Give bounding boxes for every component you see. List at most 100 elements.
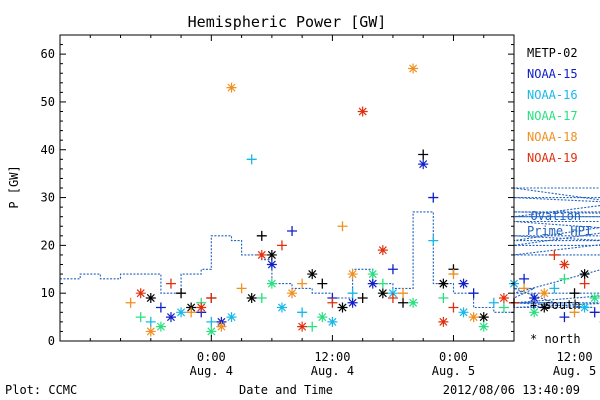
- north-star-marker: [438, 278, 449, 289]
- south-plus-marker: [398, 297, 409, 308]
- south-plus-marker: [398, 288, 409, 299]
- south-plus-marker: [377, 278, 388, 289]
- south-plus-marker: [579, 278, 590, 289]
- north-star-marker: [196, 302, 207, 313]
- north-star-marker: [468, 312, 479, 323]
- south-plus-marker: [135, 312, 146, 323]
- south-plus-marker: [165, 278, 176, 289]
- x-tick-time-label: 0:00: [439, 350, 468, 364]
- north-star-marker: [478, 321, 489, 332]
- north-star-marker: [418, 159, 429, 170]
- south-plus-marker: [387, 264, 398, 275]
- footer-plot-source: Plot: CCMC: [5, 383, 77, 397]
- north-star-marker: [226, 312, 237, 323]
- north-star-marker: [256, 249, 267, 260]
- y-tick-label: 50: [41, 95, 55, 109]
- south-plus-marker: [186, 307, 197, 318]
- x-tick-date-label: Aug. 5: [432, 364, 475, 378]
- y-tick-label: 30: [41, 191, 55, 205]
- north-star-marker: [589, 292, 600, 303]
- south-plus-marker: [155, 302, 166, 313]
- legend-entry: NOAA-15: [527, 67, 578, 81]
- north-star-marker: [347, 269, 358, 280]
- y-tick-label: 40: [41, 143, 55, 157]
- south-plus-marker: [569, 288, 580, 299]
- south-plus-marker: [448, 302, 459, 313]
- y-tick-label: 20: [41, 238, 55, 252]
- south-plus-marker: [206, 316, 217, 327]
- series-noaa-17: [135, 269, 600, 337]
- south-plus-marker: [297, 278, 308, 289]
- south-plus-marker: [428, 235, 439, 246]
- north-star-marker: [266, 278, 277, 289]
- north-star-marker: [529, 292, 540, 303]
- legend-entry: NOAA-18: [527, 130, 578, 144]
- south-plus-marker: [307, 321, 318, 332]
- south-plus-marker: [317, 278, 328, 289]
- x-tick-date-label: Aug. 5: [553, 364, 596, 378]
- north-star-marker: [297, 321, 308, 332]
- south-plus-marker: [559, 312, 570, 323]
- legend-entry: METP-02: [527, 46, 578, 60]
- north-star-marker: [377, 245, 388, 256]
- north-star-marker: [327, 316, 338, 327]
- south-plus-marker: [549, 249, 560, 260]
- north-star-marker: [206, 326, 217, 337]
- south-plus-marker: [387, 292, 398, 303]
- legend-south-marker: + south: [530, 298, 581, 312]
- south-plus-marker: [256, 292, 267, 303]
- plot-frame: [59, 34, 515, 342]
- north-star-marker: [458, 307, 469, 318]
- south-plus-marker: [418, 149, 429, 160]
- north-star-marker: [287, 288, 298, 299]
- north-star-marker: [145, 326, 156, 337]
- south-plus-marker: [236, 283, 247, 294]
- y-tick-label: 10: [41, 286, 55, 300]
- series-noaa-19: [135, 106, 590, 332]
- north-star-marker: [155, 321, 166, 332]
- legend: METP-02 NOAA-15 NOAA-16 NOAA-17 NOAA-18 NOAA-…: [516, 46, 592, 238]
- north-star-marker: [176, 307, 187, 318]
- south-plus-marker: [206, 292, 217, 303]
- legend-north-marker: * north: [530, 332, 581, 346]
- x-tick-time-label: 0:00: [197, 350, 226, 364]
- north-star-marker: [367, 269, 378, 280]
- south-plus-marker: [176, 288, 187, 299]
- chart-title: Hemispheric Power [GW]: [188, 13, 387, 31]
- footer-timestamp: 2012/08/06 13:40:09: [443, 383, 580, 397]
- south-plus-marker: [256, 230, 267, 241]
- north-star-marker: [317, 312, 328, 323]
- north-star-marker: [165, 312, 176, 323]
- plot-area: [60, 63, 600, 337]
- north-star-marker: [145, 292, 156, 303]
- north-star-marker: [408, 297, 419, 308]
- y-tick-label: 0: [48, 334, 55, 348]
- legend-entry: NOAA-19: [527, 151, 578, 165]
- y-tick-label: 60: [41, 47, 55, 61]
- south-plus-marker: [357, 292, 368, 303]
- series-noaa-18: [125, 63, 600, 337]
- north-star-marker: [266, 249, 277, 260]
- south-plus-marker: [287, 226, 298, 237]
- south-plus-marker: [498, 302, 509, 313]
- south-plus-marker: [438, 292, 449, 303]
- north-star-marker: [347, 297, 358, 308]
- north-star-marker: [539, 288, 550, 299]
- north-star-marker: [337, 302, 348, 313]
- north-star-marker: [438, 316, 449, 327]
- x-tick-date-label: Aug. 4: [311, 364, 354, 378]
- x-tick-time-label: 12:00: [314, 350, 350, 364]
- south-plus-marker: [276, 240, 287, 251]
- legend-ovation-label: Prime HPI: [527, 224, 592, 238]
- north-star-marker: [216, 321, 227, 332]
- north-star-marker: [458, 278, 469, 289]
- south-plus-marker: [297, 307, 308, 318]
- legend-ovation-label: — Ovation: [516, 209, 581, 223]
- south-plus-marker: [145, 316, 156, 327]
- x-tick-date-label: Aug. 4: [190, 364, 233, 378]
- south-plus-marker: [337, 221, 348, 232]
- north-star-marker: [377, 288, 388, 299]
- south-plus-marker: [589, 307, 600, 318]
- south-plus-marker: [125, 297, 136, 308]
- north-star-marker: [357, 106, 368, 117]
